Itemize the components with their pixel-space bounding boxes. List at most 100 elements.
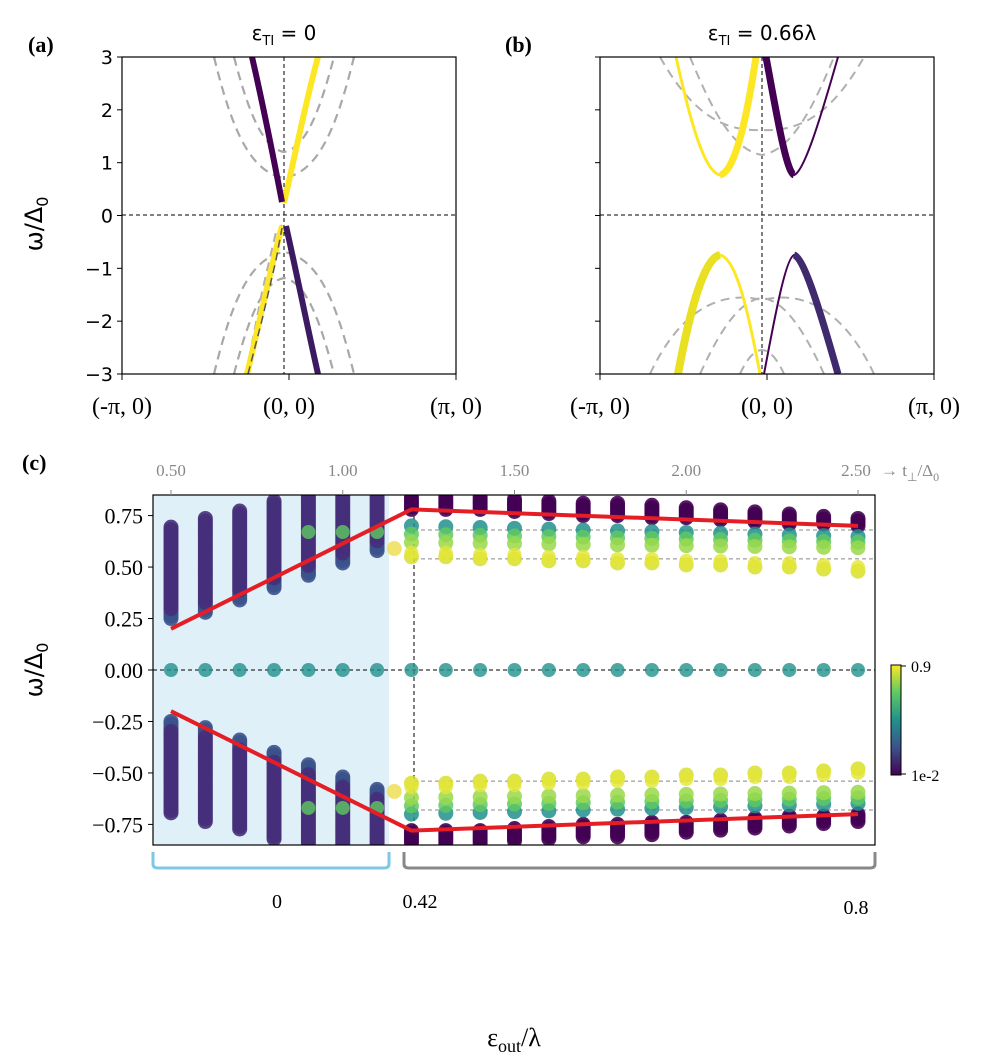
colorbar	[890, 664, 902, 776]
panel-c: (c) ω/Δ0 0.75 0.50 0.25 0.00 −0.25 −0.50 −0.75…	[20, 450, 939, 1056]
scatter-point	[816, 508, 832, 524]
scatter-point	[644, 663, 659, 677]
scatter-point	[610, 829, 626, 845]
scatter-point	[404, 545, 419, 560]
panel-a-bulk-dash-overlay	[247, 227, 283, 374]
panel-b-xticks: (-π, 0) (0, 0) (π, 0)	[570, 374, 960, 420]
c-ytick-label: 0.25	[105, 607, 144, 632]
panel-a-surface-yellow-upper	[281, 57, 321, 204]
scatter-point	[164, 663, 178, 677]
panel-c-top-axis-label: → t⊥/Δ0	[881, 461, 939, 484]
red-line-lower	[170, 709, 859, 833]
scatter-point	[781, 506, 797, 522]
panel-b-yellow-upper-thick	[718, 57, 760, 179]
panel-c-xlabel: εout/λ	[487, 1023, 541, 1056]
scatter-point	[438, 535, 454, 551]
panel-b-purple-lower-thick	[792, 251, 842, 374]
scatter-point	[163, 805, 179, 821]
scatter-point	[575, 495, 591, 511]
bottom-tick-0: 0	[272, 891, 282, 913]
scatter-point	[575, 788, 591, 804]
scatter-point	[713, 822, 729, 838]
scatter-point	[816, 816, 832, 832]
scatter-point	[438, 789, 454, 805]
c-ytick-label: −0.50	[92, 761, 143, 786]
scatter-point	[816, 539, 832, 555]
panel-a: (a) εTI = 0 ω/Δ0 3 2 1 0 −1 −2 −3 (-π, 0) (0, 0…	[20, 21, 482, 420]
panel-b-purple-lower-thin	[763, 253, 839, 374]
scatter-point	[816, 663, 831, 677]
scatter-point	[644, 537, 660, 553]
panel-b-title: εTI = 0.66λ	[708, 21, 817, 49]
panel-a-yticks: 3 2 1 0 −1 −2 −3	[85, 47, 122, 386]
scatter-point	[713, 772, 728, 787]
panel-b-frame	[599, 56, 935, 375]
scatter-point	[473, 778, 488, 793]
colorbar-min-label: 1e-2	[911, 768, 939, 785]
scatter-point	[472, 789, 488, 805]
c-toptick-label: 1.50	[500, 461, 530, 480]
scatter-point	[747, 770, 762, 785]
scatter-point	[678, 824, 694, 840]
scatter-point	[335, 836, 351, 845]
panel-c-scatter	[163, 495, 866, 845]
scatter-point	[575, 829, 591, 845]
scatter-point	[403, 835, 419, 845]
scatter-point	[644, 551, 659, 566]
panel-b-yellow-lower-thick	[674, 251, 722, 374]
panel-a-bulk-band-upper-outer	[212, 57, 356, 180]
scatter-point	[438, 545, 453, 560]
scatter-point	[781, 785, 797, 801]
scatter-point	[507, 663, 522, 677]
panel-a-frame	[121, 56, 457, 375]
scatter-point	[438, 663, 453, 677]
scatter-point	[541, 788, 557, 804]
scatter-point	[541, 549, 556, 564]
xtick-label: (π, 0)	[908, 394, 960, 420]
scatter-point	[747, 663, 762, 677]
panel-c-label: (c)	[22, 450, 46, 475]
bottom-tick-08: 0.8	[844, 897, 869, 919]
c-toptick-label: 2.50	[841, 461, 871, 480]
scatter-point	[369, 836, 385, 845]
panel-b-yticks	[595, 56, 600, 375]
scatter-point	[267, 663, 282, 677]
c-toptick-label: 0.50	[156, 461, 186, 480]
scatter-point	[232, 503, 248, 519]
scatter-point	[816, 785, 832, 801]
panel-a-xticks: (-π, 0) (0, 0) (π, 0)	[92, 374, 482, 420]
c-toptick-label: 1.00	[328, 461, 358, 480]
scatter-point	[301, 800, 316, 815]
scatter-point	[679, 663, 694, 677]
scatter-point	[610, 537, 626, 553]
scatter-point	[507, 833, 522, 845]
scatter-point	[386, 541, 402, 557]
scatter-point	[335, 663, 350, 677]
scatter-point	[747, 538, 763, 554]
scatter-point	[472, 835, 488, 845]
scatter-point	[473, 663, 488, 677]
scatter-point	[713, 786, 729, 802]
scatter-point	[301, 525, 316, 540]
panel-c-ylabel: ω/Δ0	[20, 643, 52, 698]
xtick-label: (-π, 0)	[92, 394, 152, 420]
panel-b-purple-upper-thick	[762, 57, 797, 179]
ytick-label: −1	[85, 258, 113, 280]
scatter-point	[404, 663, 419, 677]
panel-c-bracket-left	[151, 852, 391, 870]
scatter-point	[850, 510, 866, 526]
red-line-upper	[170, 507, 859, 631]
scatter-point	[232, 663, 247, 677]
c-ytick-label: 0.00	[105, 658, 144, 683]
scatter-point	[438, 495, 454, 505]
panel-b-plot-area	[600, 57, 934, 374]
scatter-point	[644, 774, 659, 789]
panel-a-bulk-band-lower-outer	[212, 250, 356, 374]
scatter-point	[335, 800, 350, 815]
scatter-point	[473, 547, 488, 562]
scatter-point	[747, 786, 763, 802]
xtick-label: (0, 0)	[263, 394, 315, 420]
scatter-point	[507, 536, 522, 552]
scatter-point	[507, 495, 522, 507]
scatter-point	[679, 772, 694, 787]
